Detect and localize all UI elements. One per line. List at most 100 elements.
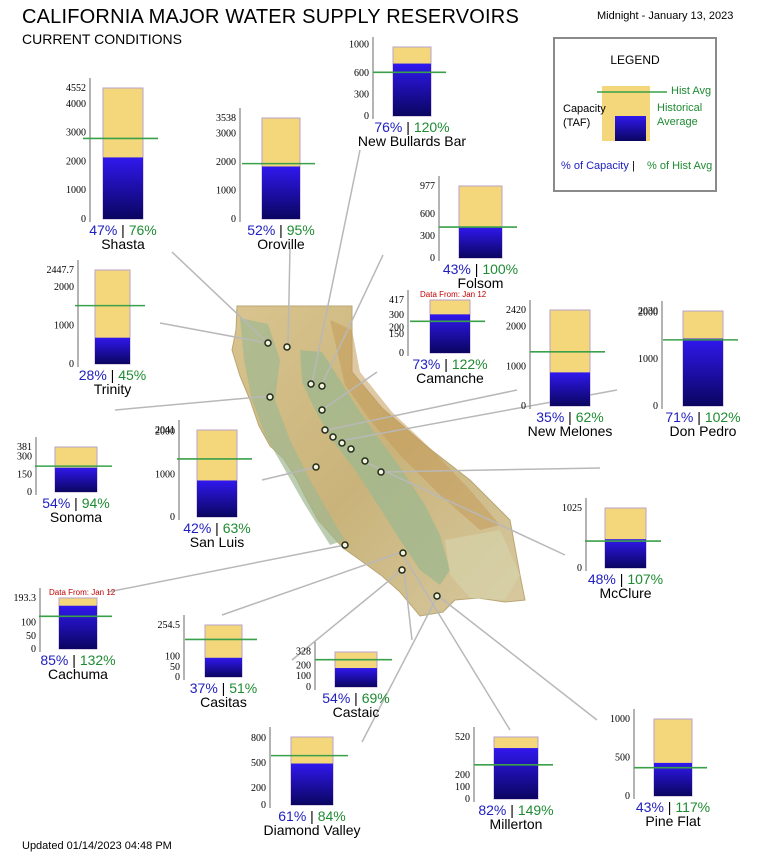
storage-bar-shasta [103, 157, 143, 219]
tick-label-sonoma-2: 150 [17, 469, 32, 480]
tick-label-cachuma-3: 0 [31, 644, 36, 655]
tick-label-camanche-4: 0 [399, 348, 404, 359]
california-map [231, 305, 526, 617]
tick-label-new-melones-0: 2420 [506, 305, 526, 316]
tick-label-san-luis-2: 1000 [155, 469, 175, 480]
legend-separator: | [631, 160, 635, 172]
storage-bar-new-melones [550, 372, 590, 406]
tick-label-shasta-2: 3000 [66, 128, 86, 139]
reservoir-name-oroville: Oroville [257, 236, 305, 252]
storage-bar-folsom [459, 227, 502, 258]
percent-label-san-luis: 42% | 63% [183, 520, 250, 536]
legend-box: LEGEND Capacity (TAF) Hist Avg Historica… [553, 37, 717, 192]
legend-historical-label: Historical Average [657, 101, 702, 129]
sierra-brown [330, 320, 500, 530]
tick-label-new-melones-1: 2000 [506, 322, 526, 333]
reservoir-name-mcclure: McClure [599, 585, 651, 601]
tick-label-folsom-1: 600 [420, 209, 435, 220]
percent-label-new-melones: 35% | 62% [536, 409, 603, 425]
legend-hist-avg: Hist Avg [671, 85, 712, 97]
percent-label-new-bullards-bar: 76% | 120% [374, 119, 449, 135]
reservoir-oroville: 3538 3000 2000 1000 0 52% | 95%Oroville [216, 108, 315, 252]
legend-historical-line1: Historical [657, 102, 703, 114]
tick-label-cachuma-2: 50 [26, 631, 36, 642]
tick-label-casitas-3: 0 [175, 672, 180, 683]
storage-bar-cachuma [59, 605, 97, 649]
tick-label-mcclure-0: 1025 [562, 503, 582, 514]
tick-label-cachuma-1: 100 [21, 618, 36, 629]
tick-label-oroville-3: 1000 [216, 185, 236, 196]
percent-label-trinity: 28% | 45% [79, 367, 146, 383]
tick-label-oroville-4: 0 [231, 214, 236, 225]
tick-label-camanche-1: 300 [389, 310, 404, 321]
location-dots [264, 339, 441, 600]
updated-timestamp: Updated 01/14/2023 04:48 PM [22, 840, 172, 852]
page-title: CALIFORNIA MAJOR WATER SUPPLY RESERVOIRS [22, 6, 519, 28]
reservoir-name-cachuma: Cachuma [48, 666, 108, 682]
central-valley [300, 350, 450, 585]
reservoir-name-casitas: Casitas [200, 694, 247, 710]
tick-label-new-melones-2: 1000 [506, 361, 526, 372]
reservoir-name-new-bullards-bar: New Bullards Bar [358, 133, 466, 149]
percent-label-don-pedro: 71% | 102% [665, 409, 740, 425]
percent-label-diamond-valley: 61% | 84% [278, 808, 345, 824]
tick-label-pine-flat-0: 1000 [610, 714, 630, 725]
desert-area [445, 530, 520, 600]
tick-label-sonoma-3: 0 [27, 487, 32, 498]
tick-label-pine-flat-2: 0 [625, 791, 630, 802]
storage-bar-camanche [430, 314, 470, 353]
page-subtitle: CURRENT CONDITIONS [22, 31, 182, 47]
storage-bar-casitas [205, 657, 242, 677]
reservoir-name-san-luis: San Luis [190, 534, 244, 550]
tick-label-diamond-valley-3: 0 [261, 800, 266, 811]
legend-capacity-label: Capacity (TAF) [563, 102, 606, 130]
coast-green [240, 318, 345, 545]
tick-label-sonoma-0: 381 [17, 442, 32, 453]
reservoir-pine-flat: 1000 500 0 43% | 117%Pine Flat [610, 709, 710, 829]
reservoir-trinity: 2447.7 2000 1000 0 28% | 45%Trinity [47, 260, 146, 397]
tick-label-new-melones-3: 0 [521, 401, 526, 412]
reservoir-folsom: 977 600 300 0 43% | 100%Folsom [420, 176, 518, 291]
percent-label-pine-flat: 43% | 117% [636, 799, 710, 815]
tick-label-trinity-1: 2000 [54, 282, 74, 293]
percent-label-cachuma: 85% | 132% [40, 652, 115, 668]
storage-bar-san-luis [197, 480, 237, 517]
legend-pct-capacity-text: % of Capacity [561, 160, 629, 172]
reservoir-mcclure: 1025 0 48% | 107%McClure [562, 498, 663, 601]
storage-bar-millerton [494, 748, 538, 799]
tick-label-new-bullards-bar-2: 300 [354, 90, 369, 101]
tick-label-san-luis-3: 0 [170, 512, 175, 523]
reservoir-name-diamond-valley: Diamond Valley [263, 822, 360, 838]
tick-label-casitas-0: 254.5 [158, 620, 181, 631]
legend-capacity-line1: Capacity [563, 103, 606, 115]
tick-label-shasta-4: 1000 [66, 185, 86, 196]
tick-label-trinity-2: 1000 [54, 321, 74, 332]
reservoir-cachuma: 193.3 100 50 0 85% | 132%Cachuma Data From: J… [14, 588, 116, 682]
storage-bar-oroville [262, 166, 300, 219]
reservoir-name-castaic: Castaic [333, 704, 380, 720]
tick-label-castaic-3: 0 [306, 682, 311, 693]
reservoir-name-camanche: Camanche [416, 370, 484, 386]
tick-label-castaic-2: 100 [296, 671, 311, 682]
tick-label-new-bullards-bar-3: 0 [364, 111, 369, 122]
tick-label-sonoma-1: 300 [17, 452, 32, 463]
tick-label-diamond-valley-1: 500 [251, 758, 266, 769]
storage-bar-diamond-valley [291, 763, 333, 805]
percent-label-camanche: 73% | 122% [412, 356, 487, 372]
tick-label-don-pedro-3: 0 [653, 401, 658, 412]
tick-label-casitas-1: 100 [165, 652, 180, 663]
tick-label-camanche-3: 150 [389, 329, 404, 340]
tick-label-don-pedro-0: 2030 [638, 306, 658, 317]
storage-bar-new-bullards-bar [393, 63, 431, 116]
tick-label-don-pedro-2: 1000 [638, 354, 658, 365]
tick-label-millerton-1: 200 [455, 770, 470, 781]
legend-capacity-line2: (TAF) [563, 117, 591, 129]
storage-bar-castaic [335, 668, 377, 687]
tick-label-millerton-0: 520 [455, 732, 470, 743]
reservoir-name-shasta: Shasta [101, 236, 145, 252]
tick-label-new-bullards-bar-1: 600 [354, 68, 369, 79]
